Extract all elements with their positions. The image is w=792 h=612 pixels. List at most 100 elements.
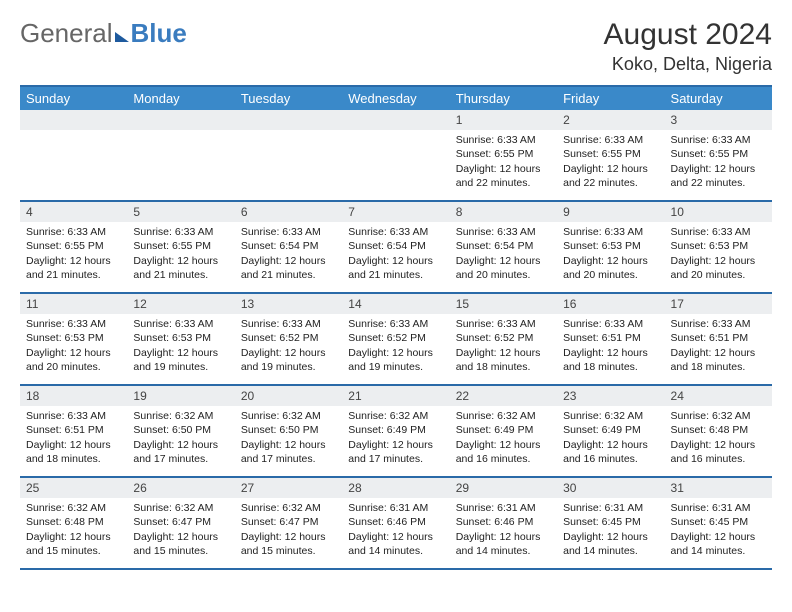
day-info: Sunrise: 6:31 AMSunset: 6:45 PMDaylight:… xyxy=(557,498,664,562)
day-cell xyxy=(127,110,234,200)
sunrise-line: Sunrise: 6:33 AM xyxy=(26,317,121,331)
day-cell: 25Sunrise: 6:32 AMSunset: 6:48 PMDayligh… xyxy=(20,478,127,568)
sunset-line: Sunset: 6:53 PM xyxy=(26,331,121,345)
logo-text-blue: Blue xyxy=(131,18,187,49)
sunrise-line: Sunrise: 6:32 AM xyxy=(563,409,658,423)
daylight-line: Daylight: 12 hours and 17 minutes. xyxy=(348,438,443,466)
day-cell: 24Sunrise: 6:32 AMSunset: 6:48 PMDayligh… xyxy=(665,386,772,476)
day-info: Sunrise: 6:32 AMSunset: 6:50 PMDaylight:… xyxy=(235,406,342,470)
day-info: Sunrise: 6:33 AMSunset: 6:52 PMDaylight:… xyxy=(450,314,557,378)
weekday-monday: Monday xyxy=(127,87,234,110)
sunrise-line: Sunrise: 6:33 AM xyxy=(26,225,121,239)
logo: General Blue xyxy=(20,18,187,49)
sunrise-line: Sunrise: 6:33 AM xyxy=(456,225,551,239)
sunset-line: Sunset: 6:51 PM xyxy=(671,331,766,345)
weekday-thursday: Thursday xyxy=(450,87,557,110)
day-info: Sunrise: 6:33 AMSunset: 6:52 PMDaylight:… xyxy=(235,314,342,378)
day-info: Sunrise: 6:33 AMSunset: 6:55 PMDaylight:… xyxy=(20,222,127,286)
day-info: Sunrise: 6:33 AMSunset: 6:54 PMDaylight:… xyxy=(342,222,449,286)
weekday-wednesday: Wednesday xyxy=(342,87,449,110)
day-number: 21 xyxy=(342,386,449,406)
weekday-header-row: Sunday Monday Tuesday Wednesday Thursday… xyxy=(20,87,772,110)
daylight-line: Daylight: 12 hours and 15 minutes. xyxy=(241,530,336,558)
sunset-line: Sunset: 6:48 PM xyxy=(671,423,766,437)
day-number: 27 xyxy=(235,478,342,498)
sunrise-line: Sunrise: 6:31 AM xyxy=(671,501,766,515)
day-info: Sunrise: 6:31 AMSunset: 6:46 PMDaylight:… xyxy=(342,498,449,562)
daylight-line: Daylight: 12 hours and 21 minutes. xyxy=(241,254,336,282)
day-cell xyxy=(235,110,342,200)
daylight-line: Daylight: 12 hours and 22 minutes. xyxy=(671,162,766,190)
day-number: 12 xyxy=(127,294,234,314)
day-number xyxy=(235,110,342,130)
day-number: 19 xyxy=(127,386,234,406)
sunrise-line: Sunrise: 6:33 AM xyxy=(563,225,658,239)
daylight-line: Daylight: 12 hours and 19 minutes. xyxy=(348,346,443,374)
day-info: Sunrise: 6:33 AMSunset: 6:51 PMDaylight:… xyxy=(557,314,664,378)
day-cell: 31 Sunrise: 6:31 AMSunset: 6:45 PMDayligh… xyxy=(665,478,772,568)
day-number: 9 xyxy=(557,202,664,222)
sunrise-line: Sunrise: 6:31 AM xyxy=(456,501,551,515)
sunset-line: Sunset: 6:52 PM xyxy=(348,331,443,345)
day-number: 29 xyxy=(450,478,557,498)
day-number: 16 xyxy=(557,294,664,314)
sunrise-line: Sunrise: 6:32 AM xyxy=(241,409,336,423)
sunrise-line: Sunrise: 6:33 AM xyxy=(133,317,228,331)
week-row: 11Sunrise: 6:33 AMSunset: 6:53 PMDayligh… xyxy=(20,294,772,386)
sunset-line: Sunset: 6:49 PM xyxy=(563,423,658,437)
daylight-line: Daylight: 12 hours and 14 minutes. xyxy=(563,530,658,558)
day-info: Sunrise: 6:32 AMSunset: 6:50 PMDaylight:… xyxy=(127,406,234,470)
day-cell: 16Sunrise: 6:33 AMSunset: 6:51 PMDayligh… xyxy=(557,294,664,384)
sunset-line: Sunset: 6:55 PM xyxy=(671,147,766,161)
daylight-line: Daylight: 12 hours and 21 minutes. xyxy=(26,254,121,282)
sunset-line: Sunset: 6:45 PM xyxy=(671,515,766,529)
day-cell: 20Sunrise: 6:32 AMSunset: 6:50 PMDayligh… xyxy=(235,386,342,476)
daylight-line: Daylight: 12 hours and 20 minutes. xyxy=(456,254,551,282)
day-info: Sunrise: 6:33 AMSunset: 6:54 PMDaylight:… xyxy=(235,222,342,286)
day-info: Sunrise: 6:33 AMSunset: 6:52 PMDaylight:… xyxy=(342,314,449,378)
daylight-line: Daylight: 12 hours and 22 minutes. xyxy=(563,162,658,190)
sunset-line: Sunset: 6:55 PM xyxy=(26,239,121,253)
sunset-line: Sunset: 6:55 PM xyxy=(563,147,658,161)
day-cell: 7Sunrise: 6:33 AMSunset: 6:54 PMDaylight… xyxy=(342,202,449,292)
sunrise-line: Sunrise: 6:33 AM xyxy=(26,409,121,423)
day-cell: 18Sunrise: 6:33 AMSunset: 6:51 PMDayligh… xyxy=(20,386,127,476)
day-number: 11 xyxy=(20,294,127,314)
day-cell: 1Sunrise: 6:33 AMSunset: 6:55 PMDaylight… xyxy=(450,110,557,200)
day-info: Sunrise: 6:33 AMSunset: 6:51 PMDaylight:… xyxy=(20,406,127,470)
day-info: Sunrise: 6:33 AMSunset: 6:54 PMDaylight:… xyxy=(450,222,557,286)
sunrise-line: Sunrise: 6:32 AM xyxy=(241,501,336,515)
day-number xyxy=(20,110,127,130)
day-cell: 13Sunrise: 6:33 AMSunset: 6:52 PMDayligh… xyxy=(235,294,342,384)
daylight-line: Daylight: 12 hours and 19 minutes. xyxy=(133,346,228,374)
daylight-line: Daylight: 12 hours and 17 minutes. xyxy=(241,438,336,466)
day-info: Sunrise: 6:33 AMSunset: 6:53 PMDaylight:… xyxy=(127,314,234,378)
day-info xyxy=(20,130,127,137)
day-cell xyxy=(342,110,449,200)
daylight-line: Daylight: 12 hours and 14 minutes. xyxy=(671,530,766,558)
day-info: Sunrise: 6:32 AMSunset: 6:49 PMDaylight:… xyxy=(557,406,664,470)
day-number: 10 xyxy=(665,202,772,222)
daylight-line: Daylight: 12 hours and 18 minutes. xyxy=(456,346,551,374)
sunrise-line: Sunrise: 6:32 AM xyxy=(456,409,551,423)
day-cell: 8Sunrise: 6:33 AMSunset: 6:54 PMDaylight… xyxy=(450,202,557,292)
logo-text-general: General xyxy=(20,18,113,49)
daylight-line: Daylight: 12 hours and 16 minutes. xyxy=(456,438,551,466)
day-cell: 23Sunrise: 6:32 AMSunset: 6:49 PMDayligh… xyxy=(557,386,664,476)
sunset-line: Sunset: 6:48 PM xyxy=(26,515,121,529)
sunset-line: Sunset: 6:55 PM xyxy=(456,147,551,161)
daylight-line: Daylight: 12 hours and 18 minutes. xyxy=(563,346,658,374)
sunset-line: Sunset: 6:49 PM xyxy=(348,423,443,437)
day-number: 31 xyxy=(665,478,772,498)
sunset-line: Sunset: 6:53 PM xyxy=(133,331,228,345)
daylight-line: Daylight: 12 hours and 16 minutes. xyxy=(671,438,766,466)
day-cell: 15Sunrise: 6:33 AMSunset: 6:52 PMDayligh… xyxy=(450,294,557,384)
sunrise-line: Sunrise: 6:33 AM xyxy=(671,225,766,239)
day-number: 6 xyxy=(235,202,342,222)
day-cell: 28Sunrise: 6:31 AMSunset: 6:46 PMDayligh… xyxy=(342,478,449,568)
day-info: Sunrise: 6:32 AMSunset: 6:49 PMDaylight:… xyxy=(342,406,449,470)
sunrise-line: Sunrise: 6:32 AM xyxy=(133,501,228,515)
sunrise-line: Sunrise: 6:33 AM xyxy=(671,317,766,331)
day-number: 7 xyxy=(342,202,449,222)
week-row: 25Sunrise: 6:32 AMSunset: 6:48 PMDayligh… xyxy=(20,478,772,570)
